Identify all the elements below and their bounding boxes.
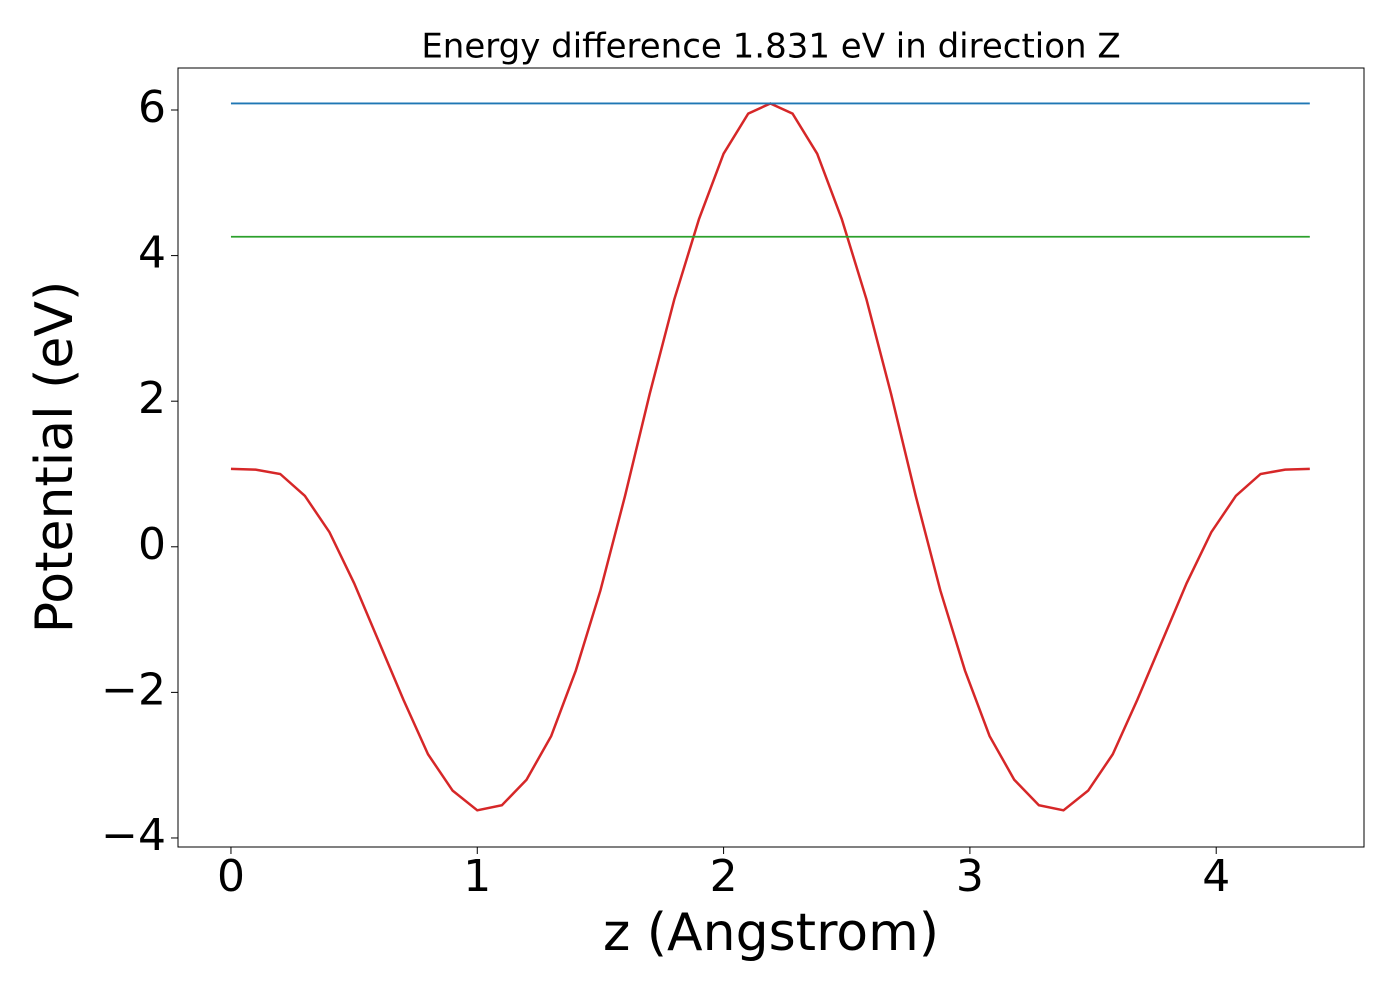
x-tick-label: 0 [217, 851, 245, 902]
y-tick-label: 0 [138, 519, 166, 570]
y-tick-label: 6 [138, 82, 166, 133]
y-tick-label: 4 [138, 228, 166, 279]
plot-frame [177, 67, 1365, 848]
x-tick-label: 3 [956, 851, 984, 902]
x-tick-label: 2 [710, 851, 738, 902]
x-tick-label: 4 [1202, 851, 1230, 902]
y-tick-label: 2 [138, 373, 166, 424]
y-axis-label: Potential (eV) [25, 281, 85, 633]
chart-title: Energy difference 1.831 eV in direction … [421, 27, 1120, 67]
y-tick-label: −2 [101, 664, 166, 715]
y-tick-label: −4 [101, 810, 166, 861]
x-tick-label: 1 [463, 851, 491, 902]
x-axis-label: z (Angstrom) [603, 903, 939, 963]
